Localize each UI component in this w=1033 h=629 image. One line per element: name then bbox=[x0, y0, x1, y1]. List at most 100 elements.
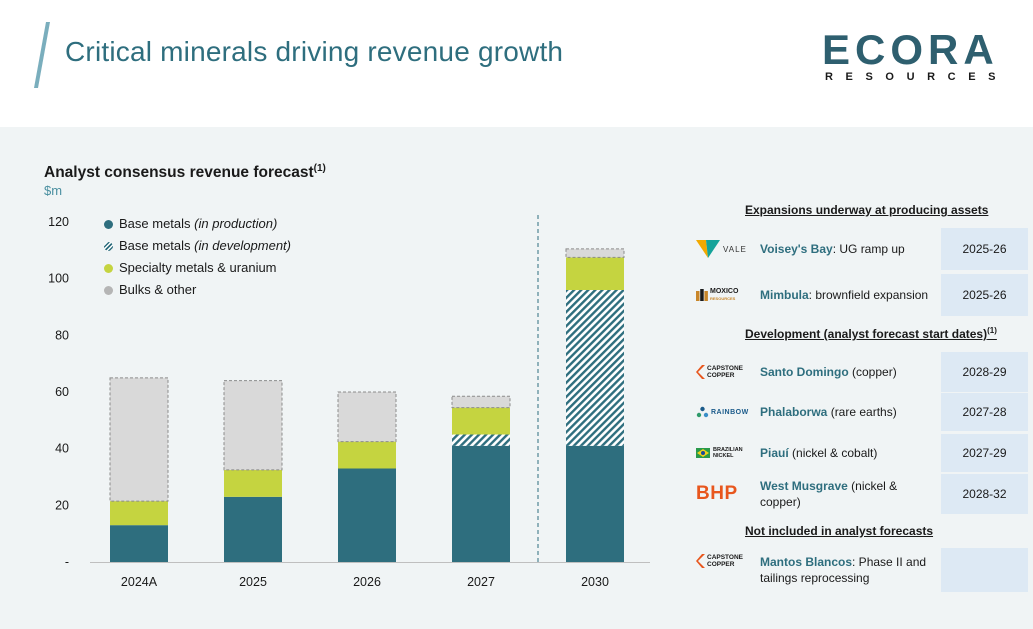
bhp-logo: BHP bbox=[696, 474, 756, 514]
bar-segment-2026-s2 bbox=[338, 441, 396, 469]
asset-date: 2027-29 bbox=[941, 434, 1028, 472]
asset-description: Voisey's Bay: UG ramp up bbox=[760, 228, 940, 270]
section-heading-text: Expansions underway at producing assets bbox=[745, 203, 989, 217]
asset-description: West Musgrave (nickel & copper) bbox=[760, 474, 940, 514]
brazilian-nickel-logo: BRAZILIAN NICKEL bbox=[696, 434, 756, 472]
section-heading-text: Not included in analyst forecasts bbox=[745, 524, 934, 538]
legend-label: Base metals bbox=[119, 216, 191, 231]
legend-item-bulks: Bulks & other bbox=[104, 281, 291, 303]
asset-name: Santo Domingo bbox=[760, 365, 849, 379]
x-tick-label: 2026 bbox=[353, 575, 381, 589]
chart-unit: $m bbox=[44, 183, 63, 198]
bar-segment-2026-s0 bbox=[338, 468, 396, 562]
asset-name: Phalaborwa bbox=[760, 405, 828, 419]
asset-detail: (rare earths) bbox=[827, 405, 897, 419]
bar-segment-2030-s3 bbox=[565, 248, 625, 258]
bar-segment-2025-s0 bbox=[224, 496, 282, 562]
legend-swatch-specialty bbox=[104, 264, 113, 273]
revenue-forecast-chart: - 20 40 60 80 100 120 2024A 2025 2026 2027 2030 bbox=[48, 215, 650, 589]
y-tick-label: - bbox=[65, 555, 69, 569]
y-tick-label: 80 bbox=[55, 328, 69, 342]
legend-swatch-bulks bbox=[104, 286, 113, 295]
moxico-logo: MOXICO RESOURCES bbox=[696, 274, 756, 316]
legend-label: Bulks & other bbox=[119, 282, 197, 297]
capstone-mark-icon bbox=[696, 365, 705, 379]
legend-item-base-production: Base metals (in production) bbox=[104, 215, 291, 237]
bar-segment-2027-s1 bbox=[452, 434, 510, 446]
asset-row-mantos-blancos: CAPSTONE COPPER Mantos Blancos: Phase II … bbox=[692, 548, 1028, 592]
asset-description: Santo Domingo (copper) bbox=[760, 352, 940, 392]
ecora-logo: ECORA RESOURCES bbox=[822, 28, 1008, 84]
legend-label: Specialty metals & uranium bbox=[119, 260, 277, 275]
asset-row-piaui: BRAZILIAN NICKEL Piauí (nickel & cobalt) … bbox=[692, 434, 1028, 472]
asset-date bbox=[941, 548, 1028, 592]
legend-swatch-base-development bbox=[104, 242, 113, 251]
capstone-logo: CAPSTONE COPPER bbox=[696, 352, 756, 392]
asset-description: Phalaborwa (rare earths) bbox=[760, 393, 940, 431]
logo-main-text: ECORA bbox=[822, 26, 999, 73]
asset-name: Mantos Blancos bbox=[760, 555, 853, 569]
legend-label: Base metals bbox=[119, 238, 191, 253]
legend-note: (in development) bbox=[194, 238, 291, 253]
asset-name: West Musgrave bbox=[760, 479, 848, 493]
y-tick-label: 100 bbox=[48, 272, 69, 286]
asset-date: 2028-32 bbox=[941, 474, 1028, 514]
title-accent-slash bbox=[34, 22, 50, 88]
asset-row-voiseys-bay: VALE Voisey's Bay: UG ramp up 2025-26 bbox=[692, 228, 1028, 270]
bar-segment-2027-s3 bbox=[451, 395, 511, 409]
brazilian-nickel-logo-text: BRAZILIAN NICKEL bbox=[713, 447, 743, 459]
asset-row-phalaborwa: RAINBOW Phalaborwa (rare earths) 2027-28 bbox=[692, 393, 1028, 431]
y-tick-label: 40 bbox=[55, 442, 69, 456]
chart-title-footnote: (1) bbox=[313, 163, 326, 174]
chart-title: Analyst consensus revenue forecast(1) bbox=[44, 163, 326, 182]
chart-title-text: Analyst consensus revenue forecast bbox=[44, 164, 314, 182]
brazil-flag-icon bbox=[696, 448, 710, 458]
section-heading-footnote: (1) bbox=[987, 326, 997, 335]
x-tick-label: 2024A bbox=[121, 575, 158, 589]
legend-swatch-base-production bbox=[104, 220, 113, 229]
chart-legend: Base metals (in production) Base metals … bbox=[104, 215, 291, 303]
section-heading-text: Development (analyst forecast start date… bbox=[745, 327, 988, 341]
asset-description: Mantos Blancos: Phase II and tailings re… bbox=[760, 548, 940, 592]
vale-logo: VALE bbox=[696, 228, 756, 270]
asset-name: Voisey's Bay bbox=[760, 242, 833, 256]
asset-detail: (copper) bbox=[848, 365, 897, 379]
asset-row-west-musgrave: BHP West Musgrave (nickel & copper) 2028… bbox=[692, 474, 1028, 514]
x-tick-label: 2027 bbox=[467, 575, 495, 589]
moxico-mark-icon bbox=[696, 289, 708, 301]
asset-detail: (nickel & copper) bbox=[760, 479, 898, 509]
capstone-mark-icon bbox=[696, 554, 705, 568]
bar-segment-2025-s3 bbox=[223, 380, 283, 471]
x-tick-label: 2030 bbox=[581, 575, 609, 589]
bar-segment-2024A-s2 bbox=[110, 501, 168, 526]
asset-date: 2025-26 bbox=[941, 274, 1028, 316]
bar-segment-2027-s2 bbox=[452, 407, 510, 435]
asset-name: Mimbula bbox=[760, 288, 809, 302]
y-tick-label: 60 bbox=[55, 385, 69, 399]
capstone-logo-text: CAPSTONE COPPER bbox=[707, 365, 743, 379]
asset-date: 2027-28 bbox=[941, 393, 1028, 431]
section-heading-expansions: Expansions underway at producing assets bbox=[745, 203, 988, 217]
page-title: Critical minerals driving revenue growth bbox=[65, 36, 564, 67]
rainbow-logo-text: RAINBOW bbox=[711, 408, 749, 416]
moxico-logo-text: MOXICO RESOURCES bbox=[710, 288, 739, 301]
x-tick-label: 2025 bbox=[239, 575, 267, 589]
content-panel bbox=[0, 127, 1033, 629]
asset-detail: (nickel & cobalt) bbox=[788, 446, 878, 460]
bar-segment-2030-s1 bbox=[566, 290, 624, 446]
capstone-logo: CAPSTONE COPPER bbox=[696, 548, 756, 592]
bar-segment-2030-s0 bbox=[566, 445, 624, 562]
asset-date: 2025-26 bbox=[941, 228, 1028, 270]
bar-segment-2025-s2 bbox=[224, 469, 282, 497]
asset-name: Piauí bbox=[760, 446, 789, 460]
bar-segment-2024A-s3 bbox=[109, 377, 169, 502]
bar-segment-2026-s3 bbox=[337, 391, 397, 443]
asset-row-santo-domingo: CAPSTONE COPPER Santo Domingo (copper) 20… bbox=[692, 352, 1028, 392]
logo-sub-text: RESOURCES bbox=[825, 71, 1009, 83]
rainbow-logo: RAINBOW bbox=[696, 393, 756, 431]
legend-item-base-development: Base metals (in development) bbox=[104, 237, 291, 259]
bar-segment-2030-s2 bbox=[566, 257, 624, 290]
y-tick-label: 120 bbox=[48, 215, 69, 229]
asset-detail: : Phase II and tailings reprocessing bbox=[760, 555, 927, 585]
asset-detail: : UG ramp up bbox=[832, 242, 905, 256]
